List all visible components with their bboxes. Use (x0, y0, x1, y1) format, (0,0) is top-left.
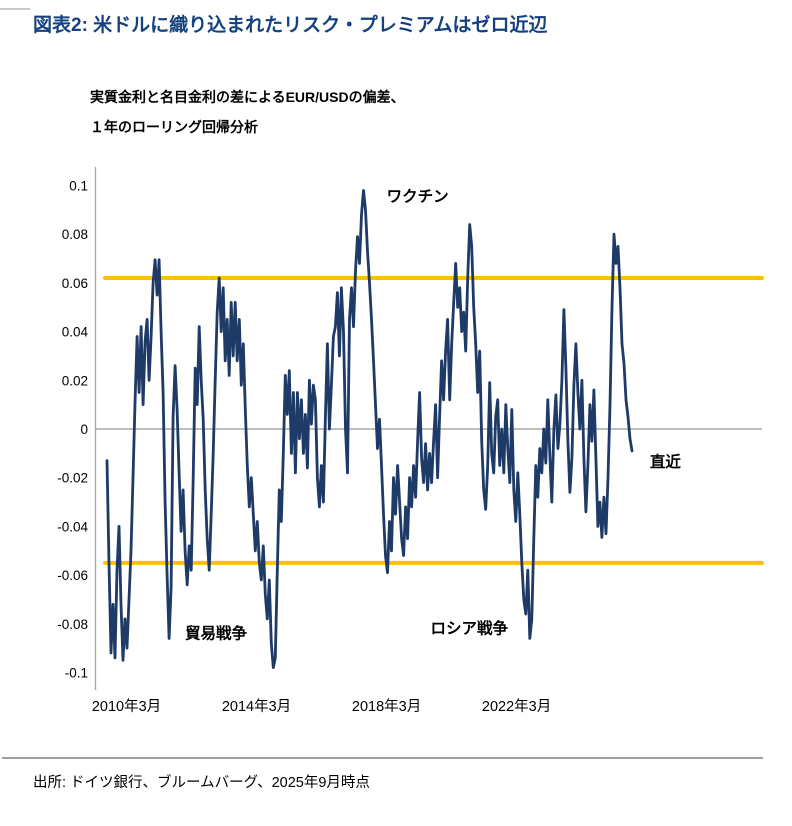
page-title: 図表2: 米ドルに織り込まれたリスク・プレミアムはゼロ近辺 (33, 15, 548, 36)
footer-divider (2, 757, 763, 759)
x-tick-label: 2014年3月 (222, 698, 291, 715)
source-text: 出所: ドイツ銀行、ブルームバーグ、2025年9月時点 (33, 775, 370, 791)
y-tick-label: 0 (80, 422, 88, 437)
x-tick-label: 2010年3月 (92, 698, 161, 715)
y-tick-label: -0.06 (57, 568, 88, 583)
y-tick-label: -0.02 (57, 471, 88, 486)
x-tick-label: 2018年3月 (352, 698, 421, 715)
x-tick-label: 2022年3月 (482, 698, 551, 715)
y-tick-label: 0.06 (62, 276, 88, 291)
y-tick-label: 0.08 (62, 227, 88, 242)
annotation-label: 直近 (650, 452, 682, 471)
data-series-line (105, 188, 634, 669)
y-tick-label: 0.04 (62, 325, 89, 340)
chart-subtitle-line1: 実質金利と名目金利の差によるEUR/USDの偏差、 (90, 89, 405, 105)
y-tick-label: 0.02 (62, 373, 88, 388)
annotation-label: 貿易戦争 (185, 624, 248, 643)
y-tick-label: -0.04 (57, 519, 88, 534)
chart-subtitle-line2: １年のローリング回帰分析 (90, 119, 258, 135)
annotation-label: ワクチン (387, 187, 449, 205)
y-tick-label: -0.08 (57, 617, 88, 632)
y-tick-label: 0.1 (69, 179, 88, 194)
annotation-label: ロシア戦争 (430, 619, 508, 638)
top-rule-fragment (0, 8, 30, 10)
y-tick-label: -0.1 (65, 666, 88, 681)
